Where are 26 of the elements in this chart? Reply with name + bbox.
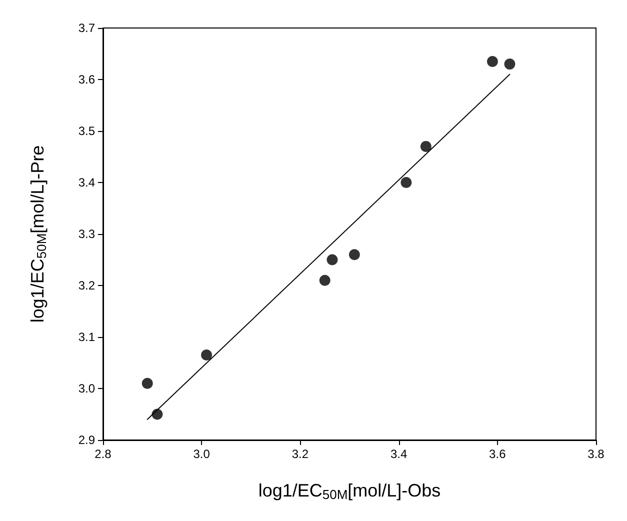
point — [152, 408, 163, 420]
x-tick-label: 3.0 — [193, 447, 210, 461]
y-tick-label: 3.1 — [78, 330, 96, 344]
point — [326, 254, 338, 266]
x-tick-label: 3.6 — [489, 447, 506, 461]
point — [420, 140, 432, 152]
y-tick-label: 3.4 — [78, 176, 96, 190]
y-axis-title: log1/EC50M[mol/L]-Pre — [28, 145, 49, 323]
point — [319, 274, 330, 286]
x-tick-label: 2.8 — [94, 447, 112, 461]
y-tick-label: 3.6 — [78, 72, 96, 86]
point — [142, 378, 153, 389]
x-tick-label: 3.8 — [588, 447, 605, 461]
y-tick-label: 2.9 — [78, 433, 96, 447]
point — [400, 177, 412, 188]
y-tick-label: 3.3 — [78, 227, 96, 241]
y-tick-label: 3.5 — [78, 124, 96, 138]
y-tick-label: 3.2 — [78, 278, 96, 292]
x-tick-label: 3.4 — [390, 447, 408, 461]
point — [348, 249, 360, 260]
y-tick-label: 3.7 — [78, 21, 96, 35]
point — [504, 58, 516, 70]
point — [486, 56, 498, 67]
y-tick-label: 3.0 — [78, 382, 96, 396]
x-tick-label: 3.2 — [292, 447, 309, 461]
point — [201, 350, 212, 361]
